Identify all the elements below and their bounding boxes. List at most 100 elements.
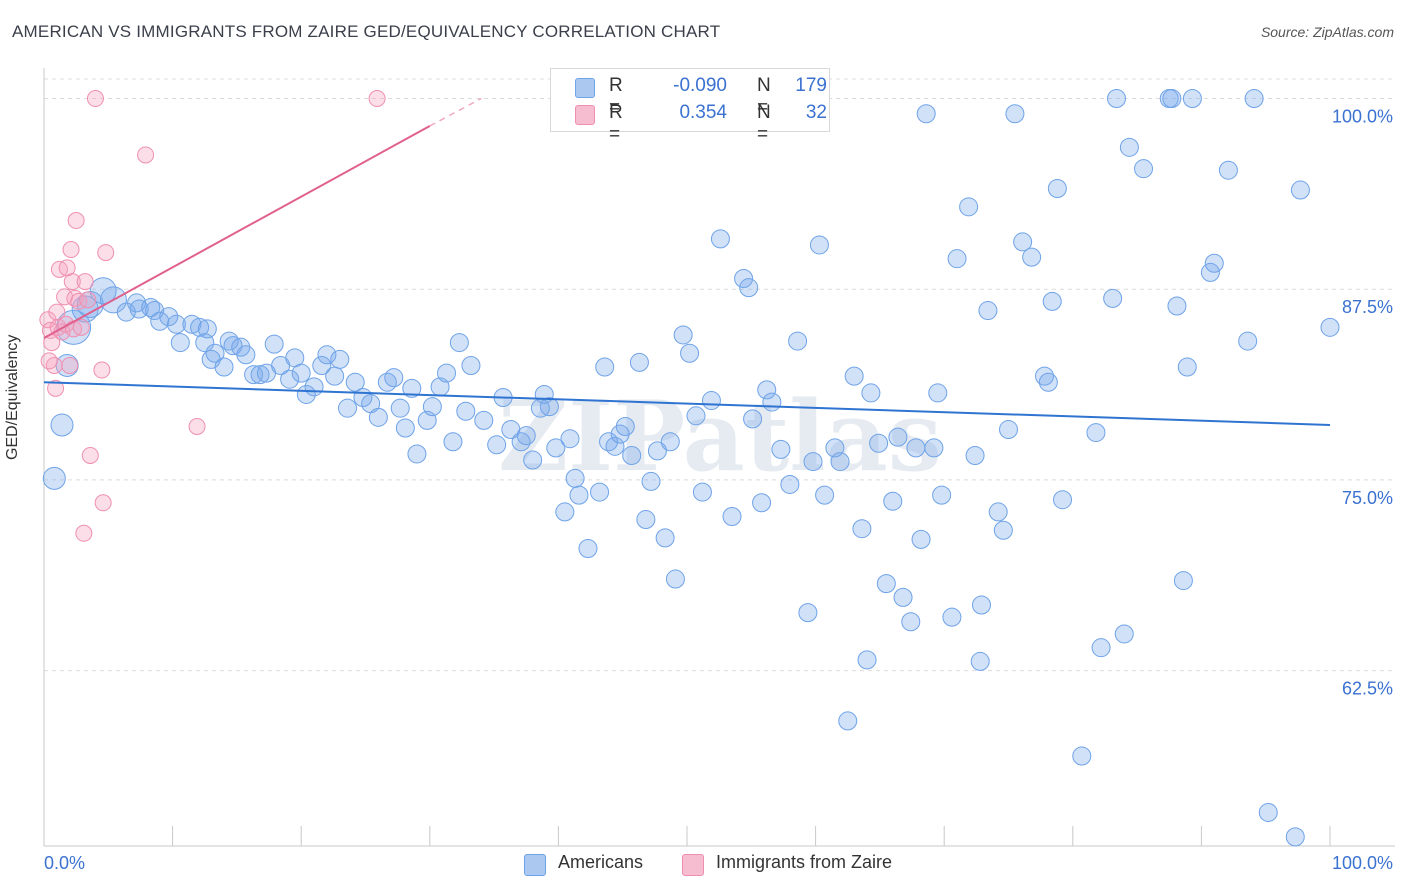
americans-point — [673, 325, 693, 345]
americans-point — [999, 420, 1018, 440]
americans-point — [629, 352, 649, 372]
zaire-point — [75, 524, 93, 542]
americans-point — [942, 607, 962, 627]
americans-point — [947, 249, 967, 269]
americans-point — [911, 529, 931, 549]
zaire-point — [93, 361, 111, 379]
americans-point — [1072, 746, 1092, 766]
legend-swatch-zaire — [682, 854, 704, 876]
americans-point — [803, 452, 823, 472]
legend-swatch-pink — [575, 105, 595, 125]
americans-point — [330, 349, 350, 369]
americans-point — [280, 369, 300, 389]
americans-point — [883, 491, 903, 511]
chart-title: AMERICAN VS IMMIGRANTS FROM ZAIRE GED/EQ… — [12, 22, 721, 41]
zaire-point — [188, 417, 206, 435]
americans-point — [647, 441, 667, 461]
americans-point — [214, 357, 234, 377]
americans-point — [1238, 331, 1258, 351]
americans-point — [422, 397, 442, 417]
americans-point — [809, 235, 829, 255]
americans-point — [337, 398, 357, 418]
americans-point — [916, 104, 936, 124]
americans-point — [250, 365, 270, 385]
zaire-point — [40, 352, 58, 370]
zaire-point — [368, 90, 386, 108]
americans-point — [197, 319, 217, 339]
americans-point — [325, 366, 345, 386]
americans-point — [345, 372, 365, 392]
americans-point — [312, 355, 332, 375]
zaire-point — [63, 273, 81, 291]
americans-point — [1053, 490, 1073, 510]
americans-point — [722, 506, 742, 526]
americans-point — [734, 269, 754, 289]
americans-point — [739, 278, 759, 298]
americans-point — [555, 502, 575, 522]
zaire-point — [86, 90, 104, 108]
americans-point — [264, 334, 284, 354]
americans-point — [384, 368, 404, 388]
americans-point — [605, 436, 625, 456]
americans-point — [511, 432, 531, 452]
americans-point — [752, 493, 772, 513]
americans-point — [182, 314, 202, 334]
americans-point — [443, 432, 463, 452]
americans-point — [1047, 179, 1067, 199]
americans-point — [1134, 159, 1154, 179]
source-label: Source: ZipAtlas.com — [1260, 24, 1394, 40]
americans-point — [595, 357, 615, 377]
americans-point — [924, 438, 944, 458]
americans-point — [901, 612, 921, 632]
americans-point — [692, 482, 712, 502]
americans-point — [291, 363, 311, 383]
americans-point — [844, 366, 864, 386]
americans-point — [546, 438, 566, 458]
zaire-point — [72, 318, 90, 336]
americans-point — [456, 401, 476, 421]
americans-point — [906, 438, 926, 458]
americans-point — [757, 380, 777, 400]
americans-point — [474, 410, 494, 430]
americans-point — [1038, 372, 1058, 392]
americans-point — [959, 197, 979, 217]
y-tick-label: 62.5% — [1342, 679, 1393, 699]
americans-point — [636, 510, 656, 530]
americans-point — [965, 445, 985, 465]
legend-n-value: 179 — [795, 75, 827, 96]
americans-point — [1114, 624, 1134, 644]
americans-point — [461, 355, 481, 375]
legend-n-value: 32 — [805, 102, 827, 123]
americans-point — [932, 485, 952, 505]
americans-point — [50, 413, 74, 437]
zaire-point — [47, 379, 65, 397]
americans-points — [42, 89, 1340, 847]
americans-point — [1042, 291, 1062, 311]
y-tick-label: 75.0% — [1342, 488, 1393, 508]
legend-label-zaire: Immigrants from Zaire — [716, 852, 893, 872]
americans-point — [407, 444, 427, 464]
legend-r-label: R = — [609, 102, 623, 145]
legend-r-value: -0.090 — [673, 75, 727, 96]
x-tick-label: 0.0% — [44, 853, 85, 873]
americans-point — [762, 392, 782, 412]
americans-point — [815, 485, 835, 505]
americans-point — [655, 528, 675, 548]
legend-swatch-blue — [575, 78, 595, 98]
americans-point — [665, 569, 685, 589]
americans-point — [1107, 89, 1127, 109]
americans-point — [1320, 317, 1340, 337]
y-tick-label: 87.5% — [1342, 297, 1393, 317]
americans-point — [236, 345, 256, 365]
americans-point — [1022, 247, 1042, 267]
americans-point — [304, 377, 324, 397]
americans-point — [798, 603, 818, 623]
americans-point — [590, 482, 610, 502]
americans-point — [970, 651, 990, 671]
americans-point — [1119, 137, 1139, 157]
americans-point — [1285, 827, 1305, 847]
americans-point — [390, 398, 410, 418]
americans-point — [788, 331, 808, 351]
americans-point — [988, 502, 1008, 522]
americans-point — [686, 406, 706, 426]
